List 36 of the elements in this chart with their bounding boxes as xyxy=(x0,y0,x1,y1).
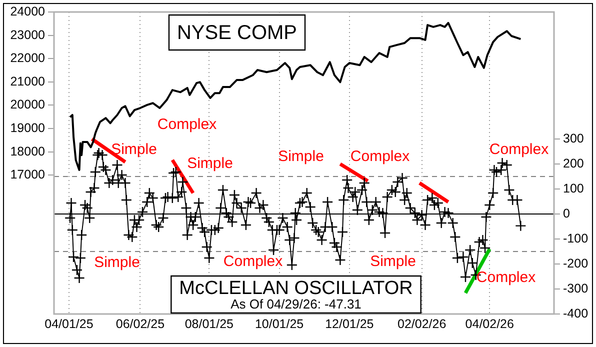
y2-tick-label: -200 xyxy=(563,256,588,270)
annotation: Complex xyxy=(489,141,550,158)
y2-tick-label: 100 xyxy=(563,181,584,196)
annotation: Complex xyxy=(157,116,218,134)
y2-tick-label: 0 xyxy=(563,206,570,220)
annotation: As Of 04/29/26: -47.31 xyxy=(230,296,362,312)
x-tick-label: 02/02/26 xyxy=(397,316,446,331)
annotation: Complex xyxy=(350,148,410,166)
y-tick-label: 22000 xyxy=(10,51,46,66)
series-label: McCLELLAN OSCILLATOR xyxy=(179,278,413,300)
annotation: Simple xyxy=(111,141,157,158)
annotation: Simple xyxy=(187,155,233,172)
y-tick-label: 19000 xyxy=(10,120,46,135)
x-tick-label: 10/01/25 xyxy=(254,316,304,331)
y-tick-label: 18000 xyxy=(10,144,46,158)
y2-tick-label: 200 xyxy=(563,156,584,170)
annotation: Simple xyxy=(94,254,140,272)
y-tick-label: 17000 xyxy=(10,168,46,182)
y2-tick-label: 300 xyxy=(563,131,584,146)
y-tick-label: 23000 xyxy=(10,28,46,42)
annotation: Complex xyxy=(476,269,536,286)
series-label: NYSE COMP xyxy=(176,22,298,44)
x-tick-label: 06/02/25 xyxy=(116,316,165,331)
y-tick-label: 21000 xyxy=(10,74,46,88)
x-tick-label: 12/01/25 xyxy=(325,316,374,331)
y-tick-label: 20000 xyxy=(10,98,46,112)
x-tick-label: 04/02/26 xyxy=(465,316,514,331)
y2-tick-label: -300 xyxy=(563,281,588,296)
y2-tick-label: -100 xyxy=(563,231,588,246)
y2-tick-label: -400 xyxy=(563,306,588,320)
annotation: Simple xyxy=(278,148,324,166)
annotation: Simple xyxy=(370,253,416,270)
y-tick-label: 24000 xyxy=(10,4,46,18)
x-tick-label: 08/01/25 xyxy=(184,316,234,331)
x-tick-label: 04/01/25 xyxy=(44,316,94,331)
annotation: Complex xyxy=(223,253,284,270)
